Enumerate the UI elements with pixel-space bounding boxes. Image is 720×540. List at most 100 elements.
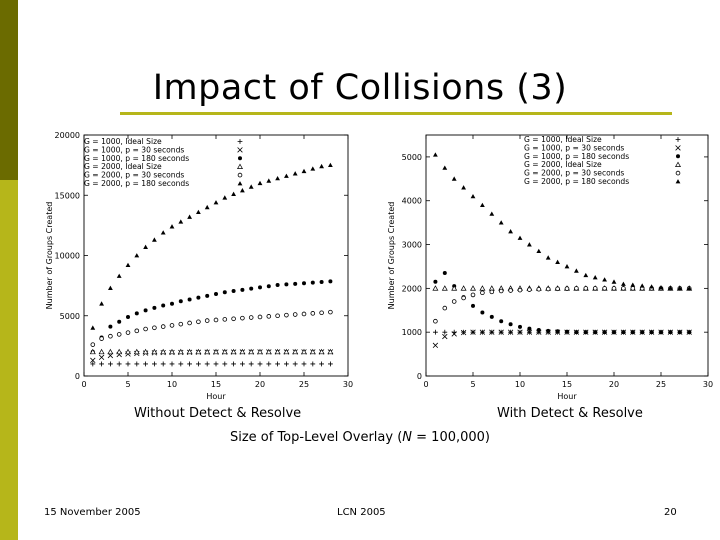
y-tick-label: 2000 bbox=[402, 284, 422, 293]
data-point bbox=[108, 333, 113, 339]
series-4 bbox=[89, 348, 334, 355]
data-point bbox=[442, 305, 448, 311]
data-point bbox=[169, 323, 175, 328]
data-point bbox=[160, 230, 166, 235]
data-point bbox=[90, 325, 96, 330]
data-point bbox=[266, 314, 272, 319]
data-point bbox=[328, 309, 333, 315]
data-point bbox=[659, 330, 663, 335]
data-point bbox=[536, 286, 542, 292]
data-point bbox=[108, 361, 113, 367]
title-underline bbox=[120, 112, 672, 115]
data-point bbox=[612, 330, 616, 335]
data-point bbox=[301, 311, 307, 317]
legend-entry-label: G = 2000, p = 30 seconds bbox=[524, 169, 624, 178]
data-point bbox=[555, 329, 560, 334]
footer-date: 15 November 2005 bbox=[44, 507, 141, 518]
data-point bbox=[187, 320, 192, 326]
data-point bbox=[133, 348, 140, 355]
data-point bbox=[196, 361, 201, 367]
data-point bbox=[221, 348, 228, 355]
data-point bbox=[328, 361, 333, 367]
data-point bbox=[99, 336, 104, 341]
data-point bbox=[292, 348, 299, 355]
data-point bbox=[640, 330, 645, 335]
data-point bbox=[489, 211, 495, 216]
data-point bbox=[231, 289, 236, 294]
data-point bbox=[499, 319, 504, 324]
data-point bbox=[213, 361, 219, 367]
data-point bbox=[433, 152, 438, 157]
data-point bbox=[152, 361, 157, 367]
data-point bbox=[442, 333, 448, 340]
data-point bbox=[526, 329, 533, 335]
data-point bbox=[442, 329, 448, 335]
series-3 bbox=[433, 271, 692, 335]
data-point bbox=[611, 279, 617, 284]
data-point bbox=[686, 285, 692, 291]
y-tick-label: 0 bbox=[75, 372, 80, 381]
legend-marker bbox=[675, 137, 681, 142]
data-point bbox=[433, 329, 438, 335]
data-point bbox=[213, 200, 219, 205]
data-point bbox=[108, 324, 113, 329]
data-point bbox=[649, 284, 654, 289]
data-point bbox=[143, 326, 148, 332]
data-point bbox=[639, 283, 645, 288]
data-point bbox=[555, 286, 560, 292]
x-tick-label: 20 bbox=[609, 380, 619, 389]
series-1 bbox=[90, 361, 333, 367]
data-point bbox=[178, 299, 183, 304]
legend-marker bbox=[675, 145, 681, 151]
data-point bbox=[517, 235, 523, 240]
data-point bbox=[170, 301, 174, 306]
y-tick-label: 3000 bbox=[402, 241, 422, 250]
data-point bbox=[677, 285, 683, 291]
data-point bbox=[204, 204, 210, 210]
data-point bbox=[527, 287, 532, 292]
data-point bbox=[89, 348, 96, 355]
data-point bbox=[489, 314, 494, 319]
data-point bbox=[545, 286, 551, 292]
data-point bbox=[160, 324, 166, 329]
data-point bbox=[602, 277, 607, 282]
data-point bbox=[479, 285, 486, 291]
data-point bbox=[177, 348, 184, 355]
y-tick-label: 0 bbox=[417, 372, 422, 381]
data-point bbox=[240, 287, 245, 292]
data-point bbox=[134, 311, 139, 316]
chart-with-detect: 0 5 10 15 20 25 30 0 1000 2000 3000 4000 5000 Hour Num… bbox=[387, 134, 713, 401]
data-point bbox=[592, 286, 598, 291]
data-point bbox=[489, 329, 495, 335]
data-point bbox=[248, 315, 254, 320]
data-point bbox=[160, 361, 166, 367]
data-point bbox=[265, 348, 272, 355]
y-axis-label: Number of Groups Created bbox=[387, 202, 396, 310]
data-point bbox=[489, 289, 495, 295]
data-point bbox=[222, 317, 228, 322]
data-point bbox=[583, 330, 588, 335]
data-point bbox=[266, 284, 271, 289]
data-point bbox=[231, 191, 236, 196]
data-point bbox=[574, 330, 579, 335]
data-point bbox=[266, 178, 272, 183]
data-point bbox=[583, 272, 589, 278]
data-point bbox=[231, 316, 236, 322]
x-tick-label: 15 bbox=[211, 380, 221, 389]
data-point bbox=[275, 283, 280, 288]
data-point bbox=[152, 325, 157, 331]
data-point bbox=[574, 268, 579, 273]
x-tick-label: 30 bbox=[703, 380, 713, 389]
data-point bbox=[143, 308, 148, 313]
data-point bbox=[230, 348, 237, 355]
y-tick-label: 1000 bbox=[402, 328, 422, 337]
x-tick-label: 25 bbox=[656, 380, 666, 389]
legend-entry-label: G = 2000, p = 30 seconds bbox=[84, 171, 184, 180]
data-point bbox=[257, 348, 263, 355]
data-point bbox=[275, 313, 280, 319]
data-point bbox=[142, 348, 149, 355]
legend-marker bbox=[237, 172, 243, 178]
legend-marker bbox=[675, 170, 681, 176]
data-point bbox=[134, 328, 140, 334]
